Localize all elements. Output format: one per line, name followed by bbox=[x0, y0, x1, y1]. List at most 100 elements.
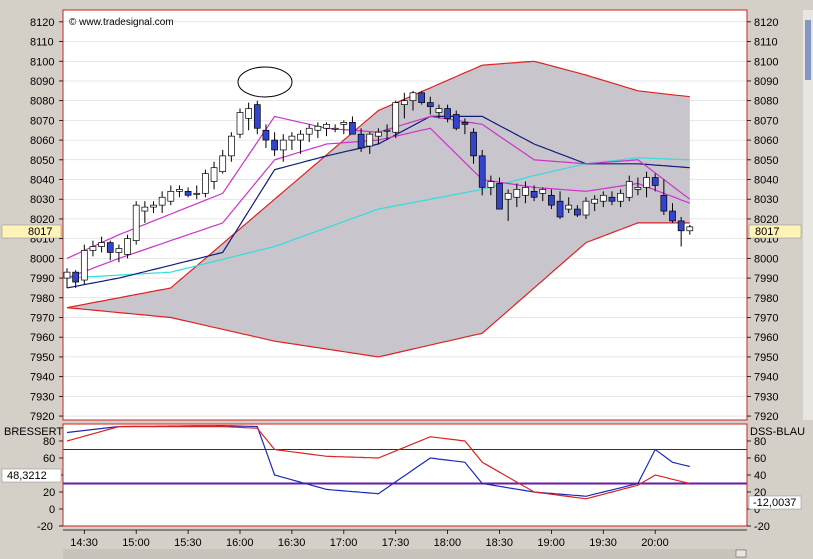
candle bbox=[314, 122, 322, 139]
price-tick-label-left: 8050 bbox=[30, 155, 54, 167]
candle bbox=[660, 179, 668, 215]
candle bbox=[132, 201, 140, 245]
candle bbox=[349, 116, 356, 135]
indicator-tick-label-left: 80 bbox=[43, 436, 55, 448]
price-tick-label-right: 8120 bbox=[754, 17, 778, 29]
candle bbox=[305, 124, 313, 143]
candle-body bbox=[565, 204, 573, 210]
indicator-tick-label-right: 40 bbox=[754, 470, 766, 482]
candle-body bbox=[331, 127, 339, 130]
candle-body bbox=[401, 100, 408, 105]
indicator-tick-label-left: -20 bbox=[37, 521, 53, 533]
candle bbox=[418, 90, 425, 105]
time-tick-label: 15:30 bbox=[174, 537, 202, 549]
candle bbox=[608, 191, 616, 206]
candle bbox=[591, 195, 599, 212]
candle bbox=[357, 128, 365, 152]
candle bbox=[686, 224, 694, 235]
candle-body bbox=[513, 189, 521, 198]
candle bbox=[643, 171, 650, 198]
price-tick-label-left: 8040 bbox=[30, 175, 54, 187]
candle bbox=[193, 185, 201, 200]
overlay-bb-lower bbox=[66, 222, 690, 358]
candle bbox=[401, 92, 408, 119]
dss-lines bbox=[63, 425, 747, 500]
right-edge-tab[interactable] bbox=[805, 20, 811, 80]
price-tick-label-left: 7960 bbox=[30, 332, 54, 344]
candle bbox=[677, 216, 685, 247]
candle-body bbox=[245, 108, 252, 119]
candle bbox=[634, 177, 642, 196]
candle-body bbox=[461, 122, 469, 125]
candle-body bbox=[496, 183, 503, 210]
candle bbox=[115, 244, 123, 263]
indicator-tick-label-right: -20 bbox=[754, 521, 770, 533]
candle bbox=[323, 122, 330, 137]
time-tick-label: 19:00 bbox=[537, 537, 565, 549]
price-tick-label-right: 7980 bbox=[754, 293, 778, 305]
candle-body bbox=[487, 181, 495, 188]
indicator-tick-label-left: 20 bbox=[43, 487, 55, 499]
candle bbox=[63, 268, 71, 288]
price-tick-label-right: 7990 bbox=[754, 273, 778, 285]
candle bbox=[253, 100, 261, 135]
price-tick-label-right: 8100 bbox=[754, 56, 778, 68]
dss-line-red bbox=[66, 426, 690, 500]
candle-body bbox=[539, 189, 547, 194]
candle bbox=[496, 177, 503, 210]
candle-body bbox=[305, 127, 313, 135]
candle-body bbox=[366, 133, 374, 147]
horizontal-scrollbar[interactable] bbox=[63, 549, 747, 559]
candle-body bbox=[660, 194, 668, 212]
candle bbox=[150, 201, 157, 214]
candle bbox=[409, 90, 417, 111]
candle bbox=[158, 191, 166, 214]
candle-body bbox=[677, 220, 685, 232]
candle-body bbox=[548, 194, 555, 206]
overlay-bb-upper bbox=[66, 60, 690, 309]
price-marker-left: 8017 bbox=[28, 226, 52, 238]
price-tick-label-left: 8000 bbox=[30, 253, 54, 265]
candle bbox=[279, 134, 287, 162]
candle bbox=[582, 197, 590, 219]
candle bbox=[297, 130, 304, 154]
candle-body bbox=[625, 181, 633, 198]
candle-body bbox=[582, 200, 590, 216]
candle-body bbox=[132, 204, 140, 241]
candle-body bbox=[556, 200, 564, 218]
candle-body bbox=[184, 190, 192, 196]
candle-body bbox=[314, 125, 322, 131]
candle-body bbox=[253, 104, 261, 129]
indicator-value-right-box bbox=[748, 495, 802, 510]
candle bbox=[452, 110, 460, 131]
candle-body bbox=[124, 238, 131, 255]
candle-body bbox=[323, 123, 330, 129]
price-tick-label-left: 7990 bbox=[30, 273, 54, 285]
candle-body bbox=[444, 108, 451, 119]
price-tick-label-right: 7960 bbox=[754, 332, 778, 344]
price-marker-left-box bbox=[1, 224, 62, 239]
candle-body bbox=[643, 177, 650, 188]
price-tick-label-right: 8030 bbox=[754, 194, 778, 206]
candle bbox=[487, 175, 495, 196]
candle bbox=[288, 132, 296, 150]
price-tick-label-right: 7950 bbox=[754, 352, 778, 364]
time-tick-label: 20:00 bbox=[641, 537, 669, 549]
candle-body bbox=[349, 122, 356, 135]
candle-body bbox=[591, 198, 599, 204]
price-tick-label-left: 7950 bbox=[30, 352, 54, 364]
candle bbox=[392, 100, 400, 139]
candle bbox=[599, 191, 607, 208]
candle bbox=[504, 189, 512, 221]
time-tick-label: 16:30 bbox=[278, 537, 306, 549]
right-edge-strip bbox=[803, 10, 813, 420]
candle bbox=[366, 132, 374, 154]
price-tick-label-right: 8110 bbox=[754, 37, 778, 49]
price-tick-label-left: 7920 bbox=[30, 411, 54, 423]
indicator-tick-label-right: 80 bbox=[754, 436, 766, 448]
price-tick-label-right: 7940 bbox=[754, 372, 778, 384]
price-marker-right: 8017 bbox=[755, 226, 779, 238]
candle-body bbox=[435, 108, 443, 113]
scroll-thumb[interactable] bbox=[735, 549, 747, 558]
